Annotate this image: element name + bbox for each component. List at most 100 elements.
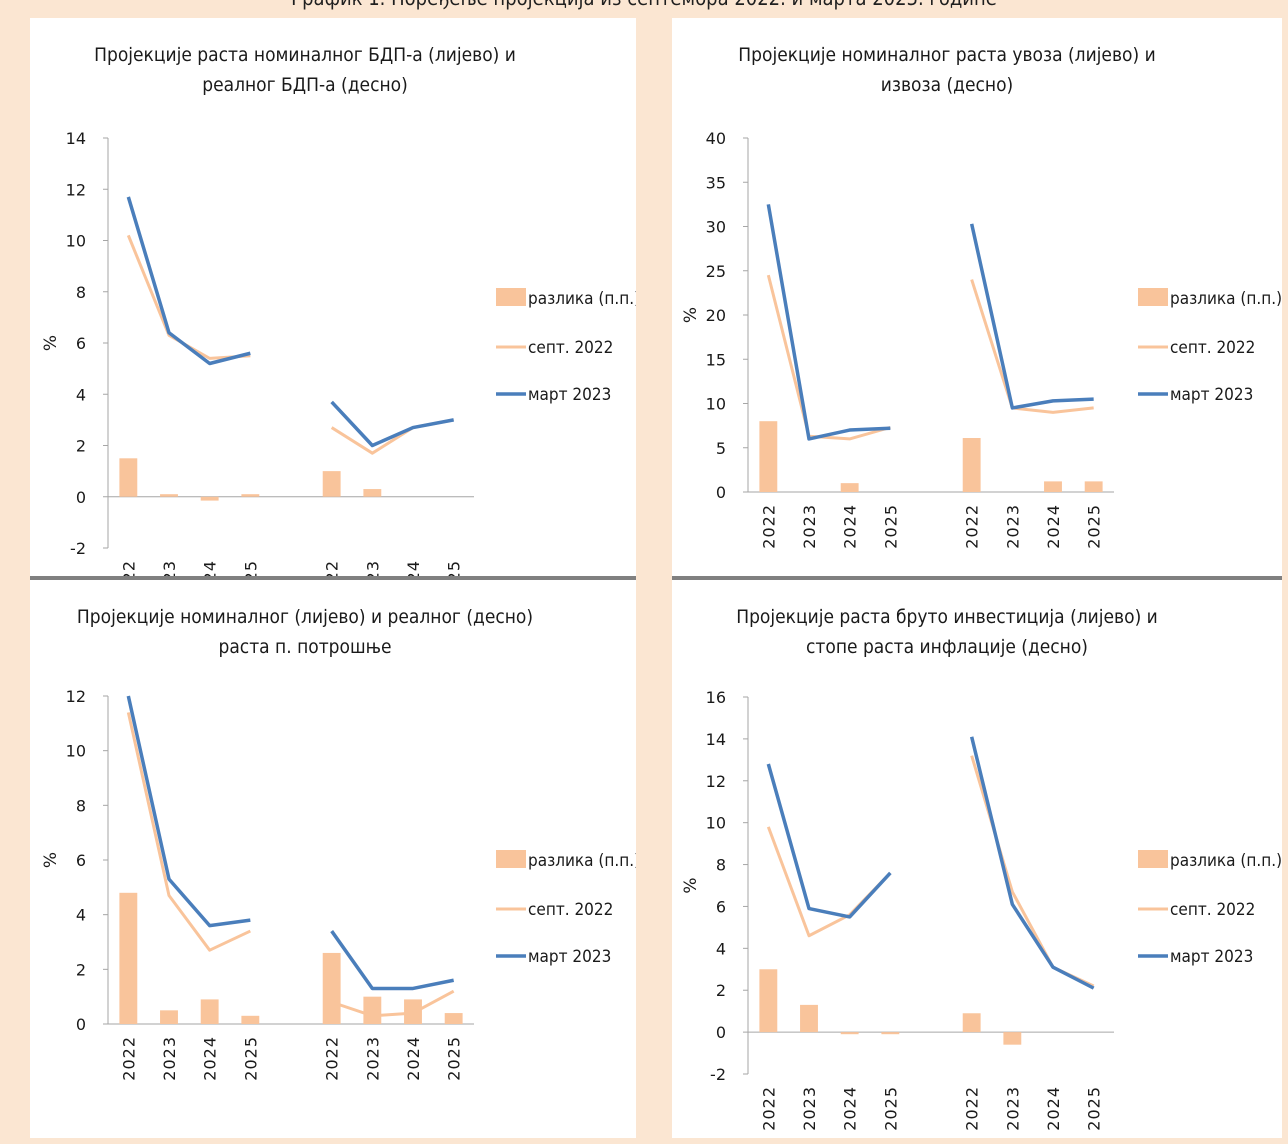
- line-sept: [331, 989, 455, 1018]
- y-tick-label: 2: [76, 437, 86, 456]
- y-tick-label: 35: [706, 173, 726, 192]
- bar-difference: [322, 952, 341, 1024]
- bar-difference: [160, 494, 178, 497]
- legend-label-march: март 2023: [1170, 947, 1253, 967]
- x-tick-label: 2025: [241, 1036, 260, 1081]
- x-tick-label: 2023: [160, 560, 179, 576]
- y-tick-label: 25: [706, 262, 726, 281]
- bar-difference: [160, 1010, 178, 1024]
- x-tick-label: 2022: [759, 1086, 778, 1131]
- bar-difference: [1003, 1032, 1022, 1045]
- chart-panel-investment-inflation: Пројекције раста бруто инвестиција (лије…: [672, 580, 1282, 1138]
- y-tick-label: 5: [716, 439, 726, 458]
- bar-difference: [119, 458, 138, 497]
- y-tick-label: 40: [706, 129, 726, 148]
- line-sept: [126, 712, 251, 952]
- x-tick-label: 2023: [363, 560, 382, 576]
- y-tick-label: 16: [706, 688, 726, 707]
- line-sept: [766, 826, 892, 938]
- y-tick-label: 14: [706, 730, 726, 749]
- bar-difference: [840, 483, 859, 492]
- x-tick-label: 2022: [323, 1036, 342, 1081]
- y-tick-label: 0: [716, 483, 726, 502]
- x-tick-label: 2023: [363, 1036, 382, 1081]
- y-tick-label: 6: [76, 851, 86, 870]
- bar-difference: [119, 892, 138, 1024]
- chart-title: Пројекције номиналног (лијево) и реалног…: [76, 606, 534, 658]
- x-tick-label: 2025: [1085, 1086, 1104, 1131]
- x-tick-label: 2022: [119, 560, 138, 576]
- x-tick-label: 2022: [963, 1086, 982, 1131]
- y-tick-label: 2: [76, 960, 86, 979]
- y-tick-label: 10: [706, 814, 726, 833]
- y-tick-label: 0: [76, 488, 86, 507]
- y-tick-label: -2: [70, 539, 86, 558]
- bar-difference: [363, 996, 382, 1024]
- x-tick-label: 2022: [119, 1036, 138, 1081]
- bar-difference: [759, 421, 778, 492]
- y-tick-label: 8: [76, 796, 86, 815]
- bar-difference: [962, 438, 981, 492]
- x-tick-label: 2024: [404, 1036, 423, 1081]
- y-tick-label: 0: [716, 1023, 726, 1042]
- y-tick-label: 15: [706, 350, 726, 369]
- legend-label-sept: септ. 2022: [1170, 900, 1255, 920]
- legend-label-sept: септ. 2022: [528, 338, 613, 358]
- y-axis-label: %: [41, 335, 61, 351]
- x-tick-label: 2024: [1044, 504, 1063, 549]
- legend-label-difference: разлика (п.п.): [528, 851, 636, 871]
- bar-difference: [962, 1013, 981, 1033]
- line-sept: [970, 755, 1095, 988]
- legend-label-march: март 2023: [1170, 385, 1253, 405]
- line-march: [330, 930, 455, 991]
- y-tick-label: 6: [716, 897, 726, 916]
- legend-label-sept: септ. 2022: [1170, 338, 1255, 358]
- bar-difference: [800, 1004, 818, 1033]
- x-tick-label: 2023: [1003, 1086, 1022, 1131]
- y-tick-label: 30: [706, 218, 726, 237]
- x-tick-label: 2024: [841, 1086, 860, 1131]
- line-march: [969, 223, 1094, 410]
- x-tick-label: 2025: [1085, 504, 1104, 549]
- x-tick-label: 2022: [759, 504, 778, 549]
- y-axis-label: %: [681, 877, 701, 893]
- x-tick-label: 2025: [881, 1086, 900, 1131]
- x-tick-label: 2024: [201, 1036, 220, 1081]
- chart-canvas: 0 2 4 6 8 10 12% 2022 2023 2024 2025 2022 2023 2024 20…: [41, 687, 636, 1081]
- legend-swatch-difference: [496, 288, 526, 306]
- legend-swatch-difference: [496, 850, 526, 868]
- y-tick-label: 2: [716, 981, 726, 1000]
- line-sept: [970, 279, 1094, 414]
- y-tick-label: 10: [66, 742, 86, 761]
- chart-panel-private-consumption: Пројекције номиналног (лијево) и реалног…: [30, 580, 636, 1138]
- y-tick-label: 4: [76, 906, 86, 925]
- x-tick-label: 2023: [1003, 504, 1022, 549]
- chart-title: Пројекције раста бруто инвестиција (лије…: [736, 606, 1158, 658]
- chart-canvas: -2 0 2 4 6 8 10 12 14% 2022 2023 2024 2025 2022 2023 20…: [41, 129, 636, 576]
- bar-difference: [241, 494, 260, 497]
- line-march: [330, 400, 454, 448]
- y-tick-label: 14: [66, 129, 86, 148]
- y-tick-label: 10: [706, 395, 726, 414]
- legend-label-march: март 2023: [528, 385, 611, 405]
- panel-gap: [636, 18, 672, 1138]
- line-sept: [766, 274, 891, 441]
- x-tick-label: 2022: [323, 560, 342, 576]
- y-tick-label: 12: [706, 772, 726, 791]
- legend-label-difference: разлика (п.п.): [1170, 851, 1282, 871]
- bar-difference: [444, 1013, 463, 1024]
- legend-label-march: март 2023: [528, 947, 611, 967]
- line-march: [126, 196, 251, 366]
- bar-difference: [881, 1032, 900, 1035]
- legend-swatch-difference: [1138, 288, 1168, 306]
- x-tick-label: 2023: [800, 1086, 819, 1131]
- bar-difference: [363, 489, 382, 497]
- bar-difference: [200, 496, 219, 501]
- x-tick-label: 2024: [201, 560, 220, 576]
- line-march: [766, 204, 891, 441]
- chart-title: Пројекције номиналног раста увоза (лијев…: [738, 44, 1156, 96]
- y-tick-label: -2: [710, 1065, 726, 1084]
- x-tick-label: 2023: [800, 504, 819, 549]
- bar-difference: [1044, 481, 1062, 492]
- y-tick-label: 4: [716, 939, 726, 958]
